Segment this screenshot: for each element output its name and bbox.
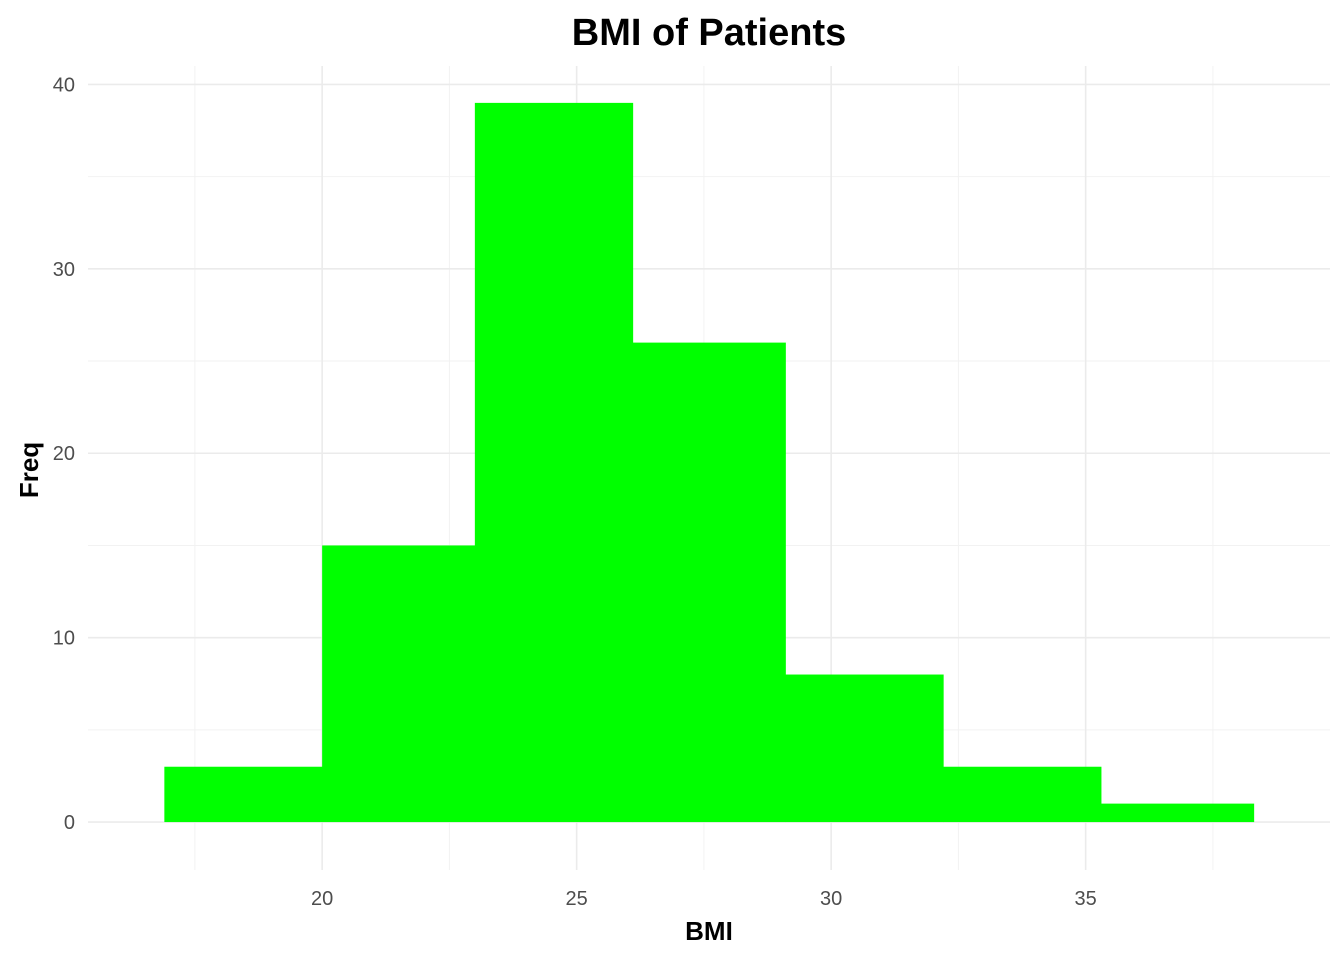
x-tick-label: 20 bbox=[311, 888, 333, 910]
chart-title: BMI of Patients bbox=[572, 12, 846, 54]
y-tick-label: 0 bbox=[64, 812, 75, 834]
y-tick-label: 20 bbox=[53, 443, 75, 465]
histogram-bar bbox=[322, 545, 476, 823]
y-axis-title: Freq bbox=[14, 442, 44, 498]
x-tick-label: 35 bbox=[1075, 888, 1097, 910]
histogram-bar bbox=[943, 766, 1102, 823]
histogram-bar bbox=[632, 342, 786, 823]
x-axis-title: BMI bbox=[685, 916, 733, 946]
histogram-bar bbox=[1100, 803, 1255, 823]
x-tick-label: 25 bbox=[566, 888, 588, 910]
x-axis-tick-labels: 20 25 30 35 bbox=[311, 888, 1097, 910]
y-axis-tick-labels: 0 10 20 30 40 bbox=[53, 74, 75, 834]
y-tick-label: 40 bbox=[53, 74, 75, 96]
y-tick-label: 30 bbox=[53, 259, 75, 281]
histogram-bar bbox=[164, 766, 323, 823]
x-tick-label: 30 bbox=[820, 888, 842, 910]
histogram-bar bbox=[474, 102, 634, 823]
histogram-bars bbox=[164, 102, 1255, 823]
grid-lines bbox=[88, 66, 1330, 870]
y-tick-label: 10 bbox=[53, 628, 75, 650]
histogram-bar bbox=[785, 674, 944, 823]
